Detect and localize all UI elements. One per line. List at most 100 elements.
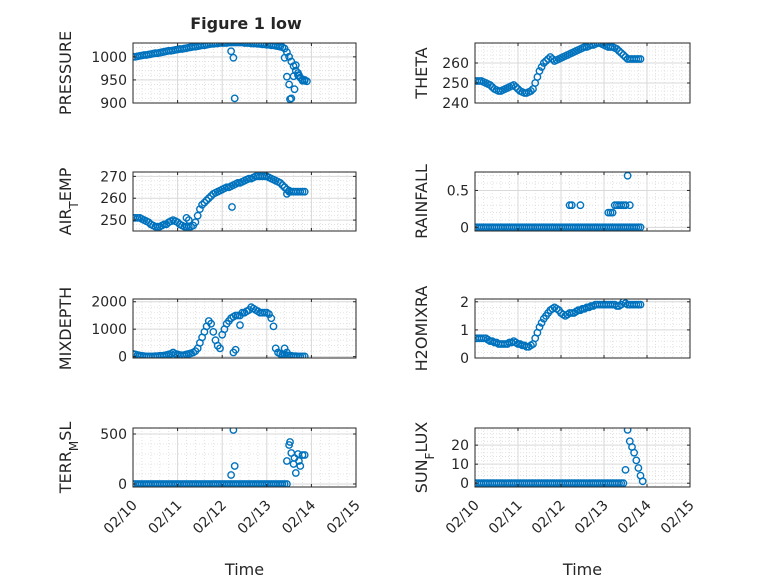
y-tick-label: 250 (442, 76, 469, 92)
data-point (636, 300, 645, 309)
data-point (509, 81, 518, 89)
data-series (475, 43, 645, 97)
data-point (632, 456, 641, 465)
axes-box (474, 427, 691, 488)
data-point (216, 344, 224, 353)
data-point (285, 80, 293, 89)
data-point (527, 87, 535, 95)
data-point (191, 218, 200, 227)
x-axis-label: Time (224, 560, 264, 579)
data-point (220, 43, 229, 47)
data-point (285, 187, 293, 196)
data-point (638, 477, 647, 486)
subplot-1: 900 950 1000 PRESSURE (56, 31, 357, 115)
data-point (222, 43, 231, 47)
y-axis-label-part: EMP (56, 167, 75, 201)
y-tick-label: 950 (100, 73, 127, 89)
subplot-3: 250 260 270 AIRTEMP (56, 167, 357, 236)
y-axis-label-subscript: T (67, 201, 81, 210)
data-point (282, 457, 291, 465)
y-tick-label: 900 (100, 96, 127, 112)
data-series (475, 428, 647, 487)
data-point (207, 319, 216, 328)
data-point (608, 208, 617, 217)
data-point (296, 462, 305, 470)
data-point (630, 448, 638, 457)
data-point (283, 480, 291, 487)
y-axis-label-part: AIR (56, 209, 75, 236)
y-tick-label: 2 (460, 295, 469, 311)
data-point (271, 344, 280, 353)
data-point (486, 81, 494, 89)
data-point (227, 471, 236, 479)
axes-box (132, 298, 357, 359)
data-point (280, 480, 289, 487)
y-tick-label: 240 (442, 96, 469, 112)
data-point (621, 201, 630, 210)
y-tick-label: 0 (118, 350, 127, 366)
data-point (576, 201, 585, 210)
y-tick-label: 2000 (91, 295, 127, 311)
y-tick-label: 0 (460, 220, 469, 236)
data-point (512, 83, 520, 91)
data-point (236, 43, 244, 47)
data-point (231, 345, 240, 354)
y-axis-label: TERRMSL (56, 422, 81, 495)
data-point (280, 183, 289, 192)
axes-box (132, 42, 357, 104)
data-point (636, 55, 645, 63)
y-axis-label: RAINFALL (412, 164, 431, 239)
y-axis-label-part: SL (56, 422, 75, 441)
data-point (300, 187, 309, 196)
data-point (230, 94, 239, 103)
data-point (195, 205, 204, 214)
axes-box (132, 171, 357, 232)
data-point (280, 344, 289, 353)
data-point (182, 213, 191, 222)
y-axis-label: H2OMIXRA (412, 286, 431, 372)
data-point (265, 310, 273, 318)
y-tick-label: 260 (442, 56, 469, 72)
data-point (198, 200, 207, 209)
data-point (209, 327, 218, 336)
x-axis-label: Time (562, 560, 602, 579)
data-point (546, 53, 555, 61)
subplot-5: 0 1000 2000 MIXDEPTH (56, 287, 357, 370)
y-tick-label: 1 (460, 323, 469, 339)
y-axis-label: THETA (412, 47, 431, 99)
y-axis-label-subscript: M (67, 441, 81, 451)
y-tick-label: 1000 (91, 322, 127, 338)
data-point (204, 194, 213, 203)
data-point (300, 451, 309, 459)
data-point (286, 438, 294, 446)
data-point (535, 67, 544, 75)
data-series (133, 172, 309, 231)
data-point (227, 43, 235, 47)
y-tick-label: 0 (460, 351, 469, 367)
data-point (276, 178, 285, 187)
y-axis-label: PRESSURE (56, 31, 75, 115)
data-point (291, 61, 300, 70)
data-point (228, 203, 236, 211)
subplot-2: 240 250 260 THETA (412, 42, 691, 112)
data-point (200, 198, 209, 207)
data-point (537, 318, 546, 327)
data-point (615, 47, 623, 55)
y-axis-label: MIXDEPTH (56, 287, 75, 370)
data-point (230, 462, 239, 470)
data-point (193, 211, 202, 220)
data-point (269, 322, 278, 331)
y-tick-label: 500 (100, 427, 127, 443)
data-point (621, 465, 630, 474)
data-point (236, 321, 244, 329)
data-point (202, 196, 211, 205)
y-axis-label-part: LUX (412, 422, 431, 453)
axes-box (474, 42, 691, 104)
y-tick-label: 0 (118, 477, 127, 493)
y-tick-label: 0.5 (447, 183, 469, 199)
axes-box (474, 298, 691, 359)
data-point (287, 94, 296, 103)
data-series (475, 299, 645, 351)
